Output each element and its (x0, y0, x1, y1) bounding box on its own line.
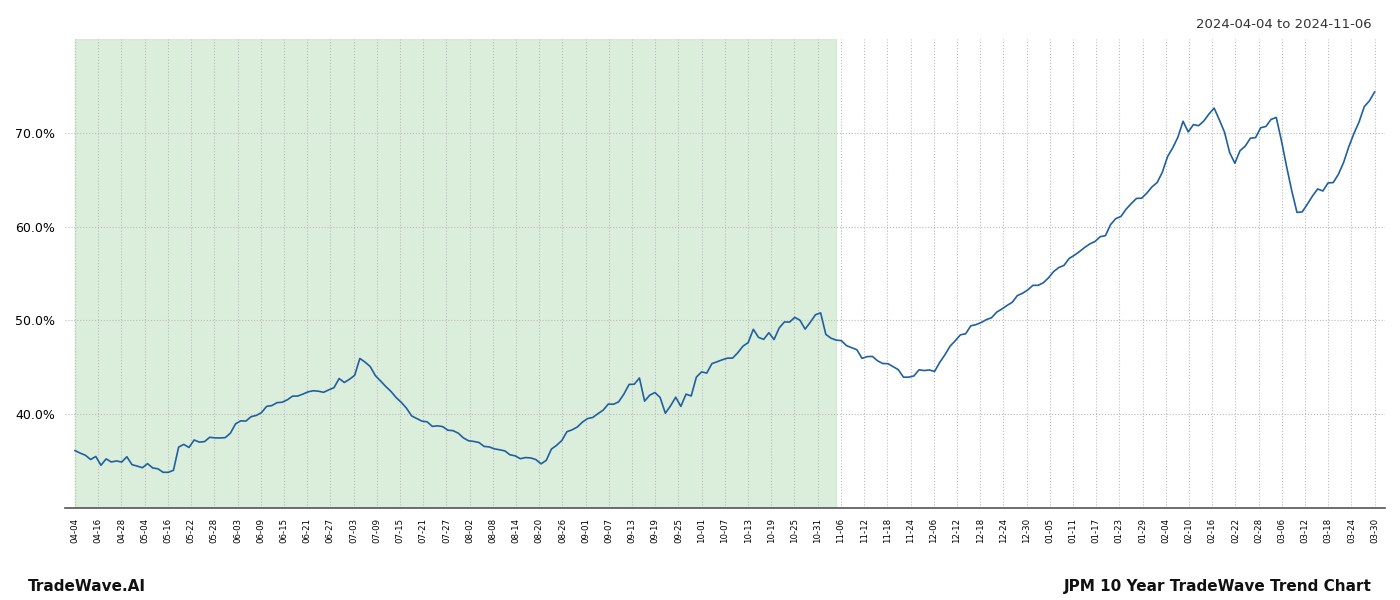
Text: TradeWave.AI: TradeWave.AI (28, 579, 146, 594)
Bar (76, 39, 836, 508)
Text: JPM 10 Year TradeWave Trend Chart: JPM 10 Year TradeWave Trend Chart (1064, 579, 1372, 594)
Text: 2024-04-04 to 2024-11-06: 2024-04-04 to 2024-11-06 (1197, 18, 1372, 31)
